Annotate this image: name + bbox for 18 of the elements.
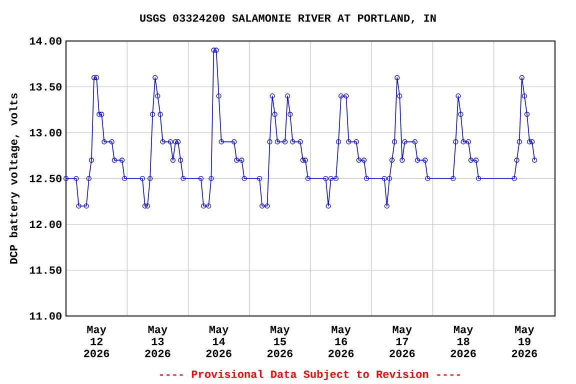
- x-tick-label: May 15 2026: [267, 326, 293, 358]
- y-tick-label: 14.00: [30, 37, 62, 45]
- y-tick-label: 12.50: [30, 174, 62, 182]
- y-tick-label: 11.50: [30, 266, 62, 274]
- x-tick-label: May 13 2026: [145, 326, 170, 358]
- x-tick-label: May 16 2026: [328, 326, 354, 358]
- x-tick-label: May 19 2026: [512, 326, 538, 358]
- y-tick-label: 13.00: [30, 128, 62, 136]
- y-axis-title: DCP battery voltage, volts: [9, 93, 20, 264]
- y-tick-label: 12.00: [30, 220, 62, 228]
- y-tick-label: 13.50: [30, 83, 62, 91]
- x-tick-label: May 17 2026: [390, 326, 415, 358]
- y-tick-label: 11.00: [30, 312, 62, 320]
- x-tick-label: May 12 2026: [84, 326, 110, 358]
- x-tick-label: May 14 2026: [206, 326, 232, 358]
- text: ---- Provisional Data Subject to Revision ----: [160, 370, 460, 380]
- chart-title: USGS 03324200 SALAMONIE RIVER AT PORTLAND, IN: [140, 14, 436, 24]
- x-tick-label: May 18 2026: [450, 326, 476, 358]
